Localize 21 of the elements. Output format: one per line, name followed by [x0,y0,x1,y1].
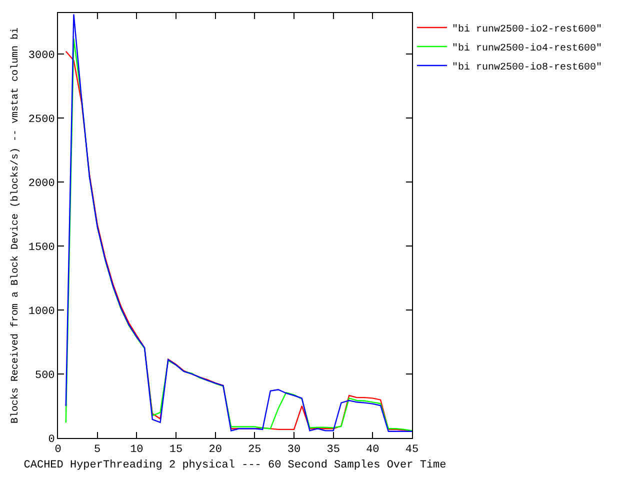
x-axis-title: CACHED HyperThreading 2 physical --- 60 Second Samples Over Time [24,459,446,472]
x-tick-label: 45 [405,444,419,456]
legend-label: "bi runw2500-io4-rest600" [452,42,602,54]
x-tick-label: 40 [366,444,380,456]
legend-label: "bi runw2500-io2-rest600" [452,23,602,36]
y-tick-label: 2500 [28,114,55,126]
y-tick-label: 2000 [28,178,55,190]
x-tick-label: 5 [94,444,101,456]
y-axis-title: Blocks Received from a Block Device (blocks/s) -- vmstat column bi [9,27,22,424]
x-tick-label: 15 [169,444,183,456]
x-tick-label: 30 [287,444,301,456]
y-tick-label: 3000 [28,50,55,62]
y-tick-label: 0 [48,434,55,446]
x-tick-label: 25 [248,444,262,456]
y-tick-label: 500 [34,370,55,382]
y-tick-label: 1500 [28,242,55,254]
legend-label: "bi runw2500-io8-rest600" [452,61,602,74]
x-tick-label: 35 [326,444,340,456]
x-tick-label: 20 [208,444,222,456]
x-tick-label: 10 [130,444,144,456]
y-tick-label: 1000 [28,306,55,318]
